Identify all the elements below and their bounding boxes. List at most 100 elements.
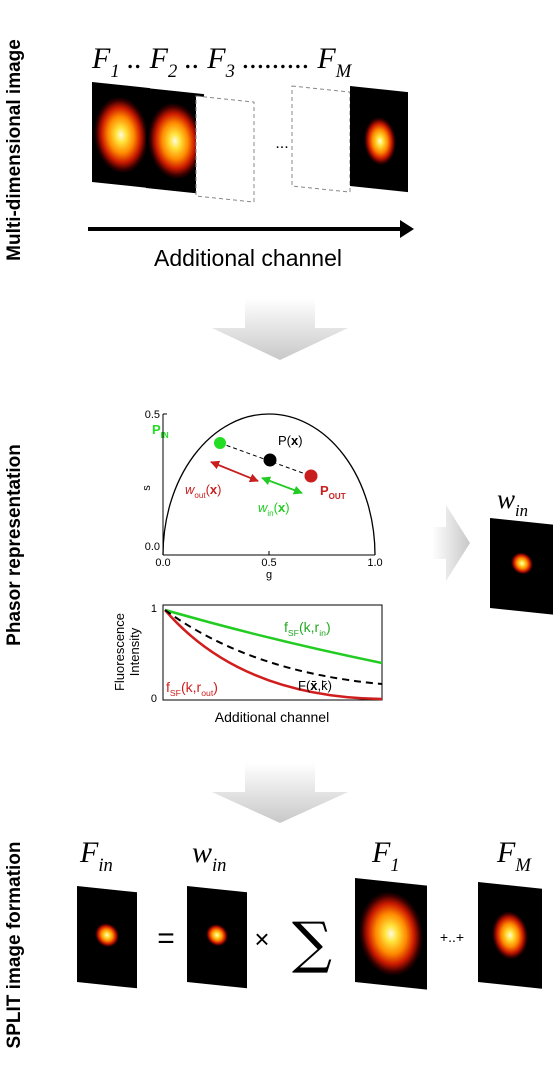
operator: = xyxy=(157,922,175,955)
text-run: ) xyxy=(213,679,218,695)
w-in-label: win xyxy=(192,836,226,876)
text-run: OUT xyxy=(329,492,346,501)
f-in-image xyxy=(77,886,137,988)
curve-in-label: fSF(k,rin) xyxy=(284,619,331,638)
y-tick-label: 0 xyxy=(151,693,157,705)
text-run: 3 xyxy=(225,61,235,82)
universal-circle xyxy=(163,414,375,555)
text-run: 2 xyxy=(168,61,177,82)
text-run: F xyxy=(91,42,111,75)
text-run: F( xyxy=(298,678,311,693)
w-in-image xyxy=(490,518,553,615)
text-run: P xyxy=(152,422,161,437)
text-run: M xyxy=(335,61,353,82)
text-run: F xyxy=(316,42,336,75)
curve-mean-label: F(x̄,k̄) xyxy=(298,678,332,693)
text-run: ,k̄) xyxy=(318,678,332,693)
channel-label: Additional channel xyxy=(154,245,342,271)
point-out xyxy=(305,470,318,483)
w-in-label: win(x) xyxy=(258,500,290,518)
channel-arrow-head xyxy=(400,220,414,238)
w-in-image xyxy=(187,886,247,988)
text-run: F xyxy=(149,42,169,75)
text-run: ) xyxy=(285,500,289,515)
f-1-image xyxy=(355,878,427,990)
text-run: in xyxy=(212,855,226,876)
p-in-label: PIN xyxy=(152,422,169,440)
y-tick-label: 0.5 xyxy=(145,409,160,421)
text-run: F xyxy=(496,836,516,869)
text-run: M xyxy=(514,855,532,876)
x-tick-label: 0.5 xyxy=(261,557,276,569)
section-label: SPLIT image formation xyxy=(4,842,25,1049)
operator: ∑ xyxy=(292,911,332,976)
text-run: (k,r xyxy=(299,619,320,635)
section-label: Phasor representation xyxy=(4,444,25,646)
text-run: F xyxy=(206,42,226,75)
operator: +..+ xyxy=(440,929,464,945)
frame xyxy=(92,82,150,188)
y-axis-label: s xyxy=(141,485,153,491)
text-run: w xyxy=(192,836,212,869)
text-run: (k,r xyxy=(181,679,202,695)
text-run: in xyxy=(98,855,112,876)
text-run: F xyxy=(79,836,99,869)
flow-arrow xyxy=(432,505,470,581)
f-1-label: F1 xyxy=(371,836,400,876)
text-run: SF xyxy=(170,688,181,698)
x-tick-label: 1.0 xyxy=(367,557,382,569)
text-run: 1 xyxy=(110,61,119,82)
f-m-label: FM xyxy=(496,836,532,876)
text-run: F xyxy=(371,836,391,869)
point-in xyxy=(214,437,226,449)
text-run: ) xyxy=(217,482,221,497)
frame-placeholder xyxy=(292,86,350,192)
f-m-image xyxy=(478,882,542,989)
frame-placeholder xyxy=(196,96,254,202)
w-out-arrow xyxy=(211,462,258,481)
frames-gap: ... xyxy=(275,135,288,152)
text-run: .. xyxy=(177,42,207,75)
text-run: .. xyxy=(120,42,150,75)
w-in-arrow xyxy=(262,478,302,493)
section-label: Multi-dimensional image xyxy=(4,39,25,261)
y-axis-label: Fluorescence xyxy=(112,613,127,691)
frame xyxy=(146,88,204,194)
text-run: out xyxy=(194,491,206,500)
operator: × xyxy=(254,924,269,954)
frames-header: F1 .. F2 .. F3 ......... FM xyxy=(91,42,353,82)
text-run: IN xyxy=(161,431,169,440)
y-axis-label: Intensity xyxy=(127,627,142,676)
y-tick-label: 0.0 xyxy=(145,541,160,553)
point-x xyxy=(264,454,277,467)
figure: Multi-dimensional image Phasor represent… xyxy=(0,0,553,1072)
text-run: w xyxy=(497,484,515,514)
frame xyxy=(350,86,408,192)
curve-out-label: fSF(k,rout) xyxy=(166,679,218,698)
text-run: ......... xyxy=(235,42,318,75)
text-run: P( xyxy=(278,433,292,448)
phasor-plot: 0.5 0.0 0.0 0.5 1.0 g s PIN P(x) POUT wo… xyxy=(141,409,383,581)
x-axis-label: g xyxy=(266,569,272,581)
text-run: ) xyxy=(298,433,302,448)
text-run: SF xyxy=(288,628,299,638)
text-run: ) xyxy=(326,619,331,635)
flow-arrow xyxy=(212,298,348,360)
intensity-plot: 1 0 Fluorescence Intensity Additional ch… xyxy=(112,603,382,725)
x-axis-label: Additional channel xyxy=(215,709,329,725)
w-in-title: win xyxy=(497,484,528,520)
f-in-label: Fin xyxy=(79,836,113,876)
frame-stack: ... xyxy=(92,82,408,202)
p-x-label: P(x) xyxy=(278,433,303,448)
p-out-label: POUT xyxy=(320,483,346,501)
curve-mean xyxy=(165,610,382,684)
text-run: P xyxy=(320,483,329,498)
text-run: out xyxy=(201,688,214,698)
y-tick-label: 1 xyxy=(151,603,157,615)
flow-arrow xyxy=(212,763,348,823)
x-tick-label: 0.0 xyxy=(155,557,170,569)
text-run: 1 xyxy=(390,855,399,876)
w-out-label: wout(x) xyxy=(185,482,222,500)
text-run: in xyxy=(515,501,528,520)
curve-in xyxy=(165,610,382,663)
